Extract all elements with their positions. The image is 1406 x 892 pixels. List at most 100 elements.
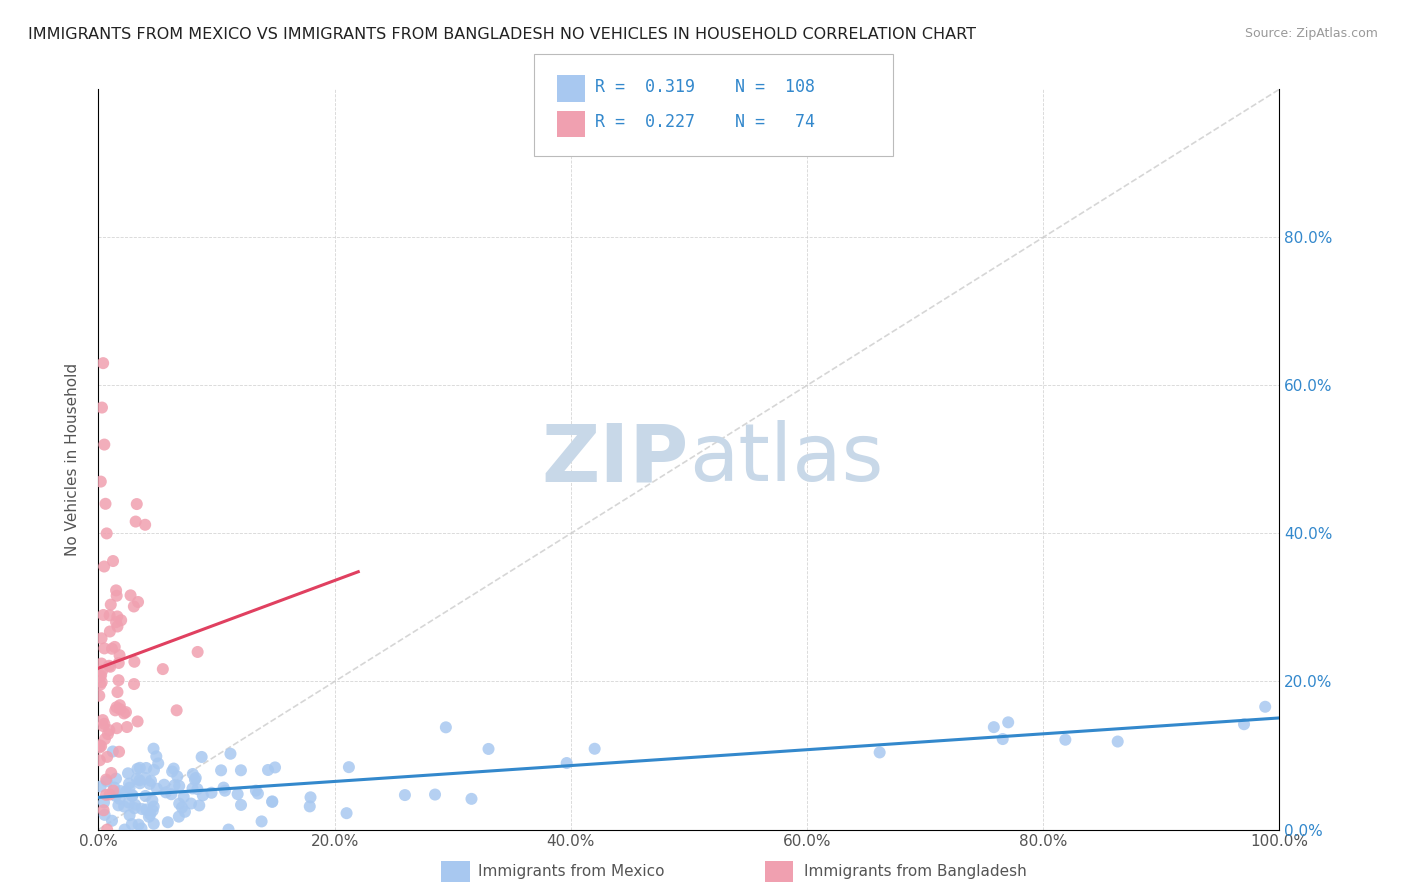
Point [128,817,150,831]
Point [117,796,139,810]
Point [128,773,150,788]
Point [245,783,267,797]
Point [423,788,446,802]
Point [335,806,357,821]
Point [91,356,114,370]
Point [96,526,118,541]
Point [262,794,284,808]
Point [110,613,132,627]
Point [337,760,360,774]
Point [555,756,578,770]
Text: R =  0.227    N =   74: R = 0.227 N = 74 [595,113,814,131]
Point [93,437,115,451]
Point [229,797,252,812]
Text: IMMIGRANTS FROM MEXICO VS IMMIGRANTS FROM BANGLADESH NO VEHICLES IN HOUSEHOLD CO: IMMIGRANTS FROM MEXICO VS IMMIGRANTS FRO… [28,27,976,42]
Point [114,822,136,837]
Point [127,595,149,609]
Point [93,716,115,731]
Point [226,787,249,801]
Point [112,799,135,814]
Text: atlas: atlas [689,420,883,499]
Point [135,761,157,775]
Point [98,659,121,673]
Point [124,801,146,815]
Point [1107,734,1129,748]
Point [139,773,162,788]
Point [214,783,236,797]
Point [188,798,211,813]
Point [184,771,207,785]
Point [105,721,128,735]
Point [160,764,183,779]
Point [107,798,129,813]
Point [108,745,131,759]
Point [93,641,115,656]
Point [250,814,273,829]
Point [246,787,269,801]
Point [108,648,131,663]
Point [108,792,131,806]
Point [93,796,115,810]
Text: ZIP: ZIP [541,420,689,499]
Point [97,727,120,741]
Point [219,747,242,761]
Point [163,762,186,776]
Point [218,822,240,837]
Point [200,786,222,800]
Point [118,780,141,795]
Point [869,746,891,760]
Point [138,810,160,824]
Point [143,763,166,777]
Point [190,750,212,764]
Point [135,771,157,785]
Point [89,689,111,703]
Point [94,772,117,787]
Point [184,772,207,787]
Point [105,583,128,598]
Point [91,401,114,415]
Point [107,673,129,688]
Point [90,657,112,671]
Point [93,808,115,822]
Point [187,645,209,659]
Point [997,715,1019,730]
Point [90,668,112,682]
Point [98,608,121,623]
Point [181,781,204,796]
Point [181,767,204,781]
Point [90,675,112,690]
Point [170,800,193,814]
Point [105,772,128,786]
Point [121,789,143,803]
Point [983,720,1005,734]
Point [135,802,157,816]
Point [460,792,482,806]
Point [125,497,148,511]
Point [991,732,1014,747]
Point [127,762,149,776]
Point [91,664,114,678]
Point [124,797,146,812]
Point [299,790,322,805]
Point [134,789,156,803]
Point [89,753,111,767]
Point [160,787,183,801]
Text: Source: ZipAtlas.com: Source: ZipAtlas.com [1244,27,1378,40]
Point [138,777,160,791]
Point [114,784,136,798]
Point [104,789,127,803]
Point [91,719,114,733]
Point [167,797,190,811]
Point [142,741,165,756]
Point [89,677,111,691]
Point [101,744,124,758]
Point [104,640,127,654]
Point [1054,732,1077,747]
Point [146,781,169,796]
Point [212,780,235,795]
Point [108,702,131,716]
Text: Immigrants from Mexico: Immigrants from Mexico [478,864,665,879]
Point [98,658,121,673]
Point [180,797,202,811]
Point [121,817,143,831]
